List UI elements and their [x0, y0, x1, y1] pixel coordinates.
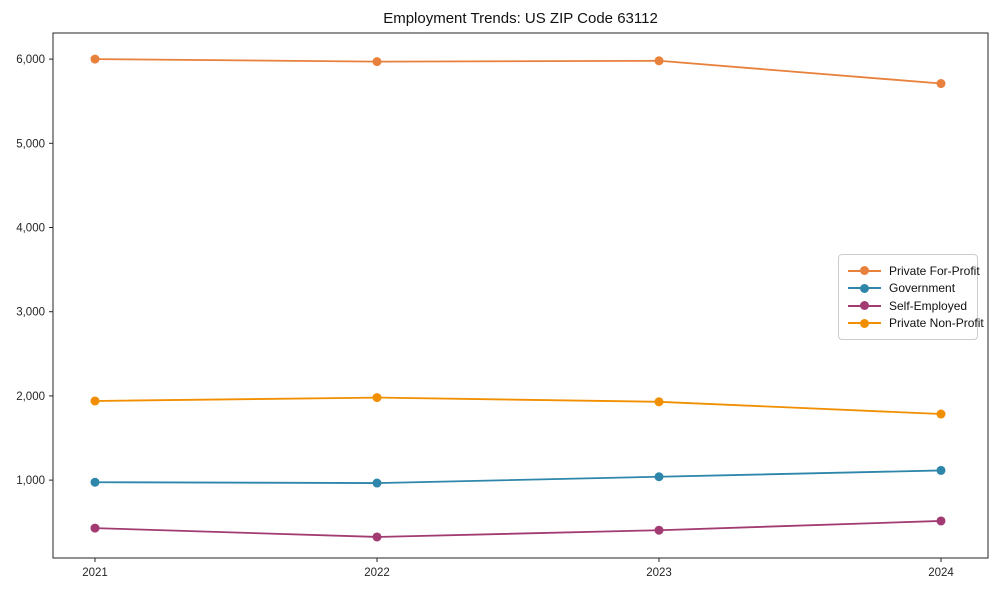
line-marker-icon	[848, 266, 881, 276]
series-line-government	[94, 469, 942, 484]
data-point-marker	[372, 478, 382, 488]
x-axis-tick-label: 2022	[364, 567, 390, 579]
y-axis-tick-label: 1,000	[16, 475, 45, 487]
data-point-marker	[654, 525, 664, 535]
legend-item-government: Government	[848, 280, 969, 297]
legend-label: Private For-Profit	[889, 263, 980, 278]
data-point-marker	[936, 79, 946, 89]
data-point-marker	[936, 516, 946, 526]
y-axis-tick-label: 2,000	[16, 391, 45, 403]
data-point-marker	[372, 57, 382, 67]
data-point-marker	[654, 397, 664, 407]
series-line-private-for-profit	[94, 58, 942, 85]
y-axis-tick-label: 5,000	[16, 138, 45, 150]
data-point-marker	[936, 409, 946, 419]
data-point-marker	[372, 393, 382, 403]
series-line-self-employed	[94, 520, 942, 538]
legend-item-self-employed: Self-Employed	[848, 297, 969, 314]
data-point-marker	[654, 56, 664, 66]
line-marker-icon	[848, 318, 881, 328]
legend-label: Government	[889, 281, 956, 296]
x-axis-tick-label: 2023	[646, 567, 672, 579]
data-point-marker	[90, 54, 100, 64]
y-axis-tick-label: 6,000	[16, 54, 45, 66]
data-point-marker	[90, 477, 100, 487]
line-marker-icon	[848, 283, 881, 293]
y-axis-tick-label: 3,000	[16, 307, 45, 319]
chart-title: Employment Trends: US ZIP Code 63112	[383, 10, 658, 27]
legend: Private For-Profit Government Self-Emplo…	[838, 254, 984, 340]
series-line-private-non-profit	[94, 396, 942, 415]
legend-item-private-non-profit: Private Non-Profit	[848, 315, 984, 332]
data-point-marker	[654, 472, 664, 482]
axes-spines	[52, 32, 989, 559]
legend-label: Self-Employed	[889, 298, 968, 313]
data-point-marker	[936, 465, 946, 475]
line-marker-icon	[848, 301, 881, 311]
x-axis-tick-label: 2024	[928, 567, 954, 579]
data-point-marker	[90, 396, 100, 406]
legend-label: Private Non-Profit	[889, 316, 984, 331]
y-axis-tick-label: 4,000	[16, 223, 45, 235]
legend-item-private-for-profit: Private For-Profit	[848, 262, 980, 279]
x-axis-tick-label: 2021	[82, 567, 108, 579]
data-point-marker	[90, 523, 100, 533]
data-point-marker	[372, 532, 382, 542]
